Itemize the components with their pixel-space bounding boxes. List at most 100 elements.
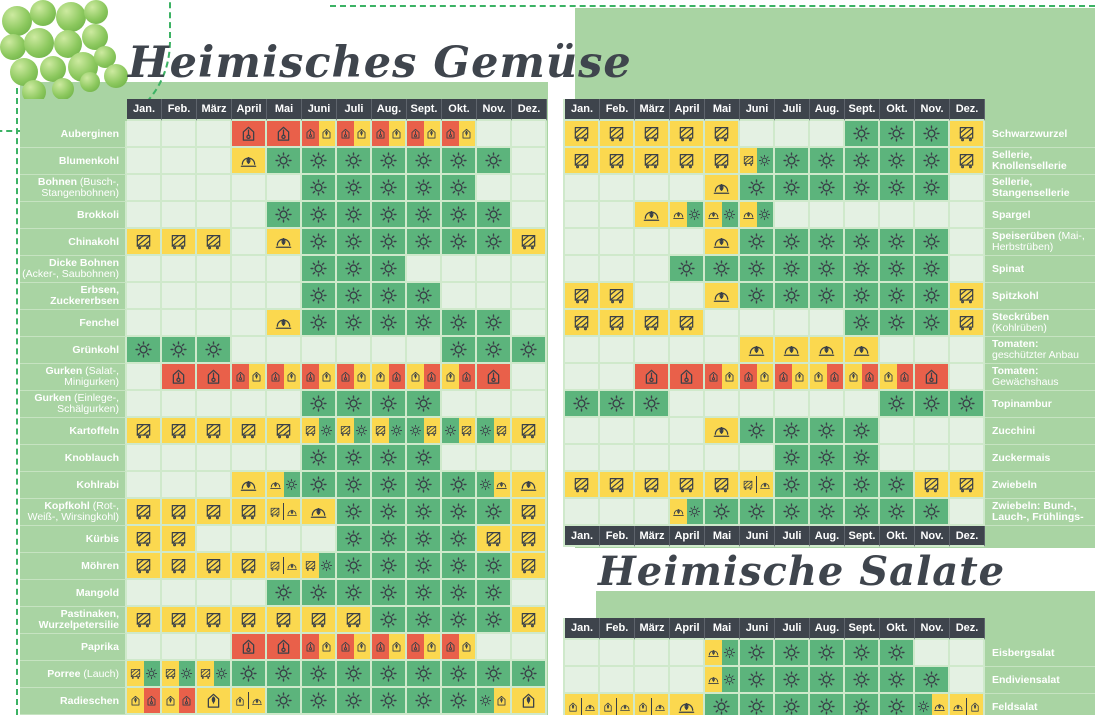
calendar-cell bbox=[635, 418, 670, 445]
month-header: Okt. bbox=[442, 99, 477, 121]
month-header: Aug. bbox=[372, 99, 407, 121]
calendar-cell bbox=[810, 364, 845, 391]
row-label: Bohnen (Busch-, Stangenbohnen) bbox=[20, 175, 127, 202]
calendar-cell bbox=[162, 553, 197, 580]
heated-greenhouse-icon bbox=[487, 369, 500, 384]
calendar-cell bbox=[915, 499, 950, 526]
calendar-cell bbox=[950, 283, 985, 310]
calendar-cell bbox=[442, 445, 477, 472]
calendar-cell bbox=[442, 634, 477, 661]
calendar-cell bbox=[512, 364, 547, 391]
calendar-cell bbox=[600, 640, 635, 667]
month-header: Sept. bbox=[845, 99, 880, 121]
calendar-cell bbox=[845, 418, 880, 445]
sun-icon bbox=[391, 424, 403, 437]
calendar-cell bbox=[740, 364, 775, 391]
calendar-cell bbox=[442, 283, 477, 310]
heated-greenhouse-icon bbox=[900, 371, 909, 382]
calendar-cell bbox=[635, 283, 670, 310]
calendar-cell bbox=[810, 283, 845, 310]
calendar-cell bbox=[197, 364, 232, 391]
foil-tunnel-icon bbox=[713, 292, 730, 302]
calendar-cell bbox=[267, 202, 302, 229]
calendar-cell bbox=[810, 337, 845, 364]
sun-icon bbox=[853, 314, 870, 331]
month-header: Juli bbox=[775, 99, 810, 121]
calendar-cell bbox=[477, 499, 512, 526]
calendar-cell bbox=[635, 694, 670, 715]
heated-greenhouse-icon bbox=[242, 126, 255, 141]
row-label: Blumenkohl bbox=[20, 148, 127, 175]
calendar-cell bbox=[337, 688, 372, 715]
calendar-cell bbox=[600, 499, 635, 526]
calendar-cell bbox=[162, 256, 197, 283]
row-label: Kartoffeln bbox=[20, 418, 127, 445]
calendar-cell bbox=[477, 661, 512, 688]
heated-greenhouse-icon bbox=[306, 128, 315, 139]
heated-greenhouse-icon bbox=[427, 371, 436, 382]
greenhouse-icon bbox=[322, 641, 331, 652]
calendar-cell bbox=[197, 634, 232, 661]
sun-icon bbox=[380, 287, 397, 304]
calendar-cell bbox=[635, 175, 670, 202]
sun-icon bbox=[678, 260, 695, 277]
calendar-cell bbox=[407, 310, 442, 337]
month-header: Feb. bbox=[600, 618, 635, 640]
calendar-cell bbox=[267, 229, 302, 256]
heated-greenhouse-icon bbox=[147, 695, 156, 706]
calendar-cell bbox=[232, 580, 267, 607]
calendar-cell bbox=[810, 667, 845, 694]
calendar-cell bbox=[915, 310, 950, 337]
gemuese-title: Heimisches Gemüse bbox=[128, 38, 632, 88]
storage-crate-icon bbox=[743, 156, 753, 166]
calendar-cell bbox=[372, 607, 407, 634]
sun-icon bbox=[888, 644, 905, 661]
calendar-cell bbox=[127, 472, 162, 499]
sun-icon bbox=[415, 503, 432, 520]
sun-icon bbox=[310, 395, 327, 412]
calendar-cell bbox=[915, 337, 950, 364]
calendar-cell bbox=[565, 310, 600, 337]
calendar-cell bbox=[232, 445, 267, 472]
calendar-cell bbox=[740, 256, 775, 283]
greenhouse-icon bbox=[287, 371, 296, 382]
month-header: Nov. bbox=[915, 99, 950, 121]
calendar-cell bbox=[302, 499, 337, 526]
row-label: Topinambur bbox=[985, 391, 1095, 418]
sun-icon bbox=[415, 692, 432, 709]
calendar-cell bbox=[915, 418, 950, 445]
sun-icon bbox=[853, 503, 870, 520]
calendar-cell bbox=[162, 418, 197, 445]
row-label: Kürbis bbox=[20, 526, 127, 553]
storage-crate-icon bbox=[276, 613, 291, 628]
sun-icon bbox=[415, 179, 432, 196]
heated-greenhouse-icon bbox=[172, 369, 185, 384]
sun-icon bbox=[485, 233, 502, 250]
calendar-cell bbox=[337, 175, 372, 202]
sun-icon bbox=[450, 206, 467, 223]
calendar-cell bbox=[565, 148, 600, 175]
sun-icon bbox=[888, 671, 905, 688]
sun-icon bbox=[275, 152, 292, 169]
calendar-cell bbox=[372, 364, 407, 391]
month-header: Aug. bbox=[810, 526, 845, 547]
storage-crate-icon bbox=[270, 507, 280, 517]
calendar-cell bbox=[197, 418, 232, 445]
calendar-cell bbox=[197, 661, 232, 688]
peas-photo bbox=[0, 0, 171, 132]
calendar-cell bbox=[670, 472, 705, 499]
calendar-cell bbox=[127, 229, 162, 256]
sun-icon bbox=[888, 152, 905, 169]
calendar-cell bbox=[127, 121, 162, 148]
calendar-cell bbox=[477, 445, 512, 472]
greenhouse-icon bbox=[604, 702, 612, 712]
calendar-cell bbox=[407, 418, 442, 445]
sun-icon bbox=[415, 476, 432, 493]
calendar-cell bbox=[127, 499, 162, 526]
sun-icon bbox=[818, 449, 835, 466]
calendar-cell bbox=[775, 499, 810, 526]
calendar-cell bbox=[442, 337, 477, 364]
storage-crate-icon bbox=[574, 289, 589, 304]
calendar-cell bbox=[407, 472, 442, 499]
row-label: Tomaten: geschützter Anbau bbox=[985, 337, 1095, 364]
